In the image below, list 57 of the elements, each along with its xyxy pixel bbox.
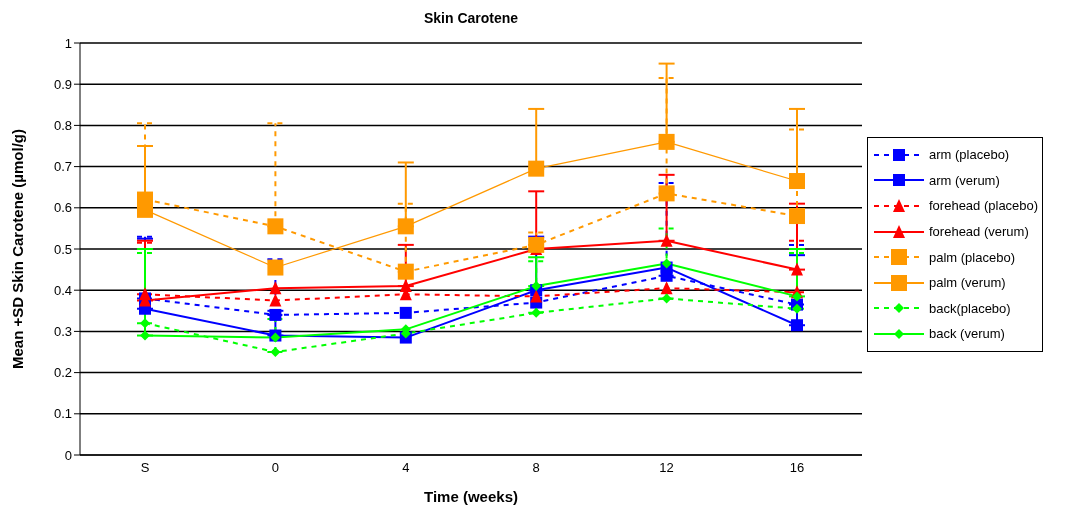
legend-label: palm (placebo) <box>929 249 1015 265</box>
chart-title: Skin Carotene <box>422 10 520 26</box>
point <box>658 133 675 150</box>
point <box>658 185 675 202</box>
point <box>791 262 803 276</box>
x-tick-label: S <box>140 460 150 476</box>
point <box>269 308 282 321</box>
point <box>792 291 802 302</box>
point <box>792 303 802 314</box>
point <box>397 263 414 280</box>
y-tick-label: 0.8 <box>53 118 72 134</box>
x-axis-title: Time (weeks) <box>424 488 518 505</box>
y-tick-label: 0.6 <box>53 200 72 216</box>
point <box>531 307 542 318</box>
legend-label: back(placebo) <box>929 300 1011 316</box>
x-tick-label: 0 <box>271 460 280 476</box>
y-tick-label: 0.9 <box>53 76 72 92</box>
y-tick-label: 0.7 <box>53 159 72 175</box>
x-tick-label: 12 <box>659 460 674 476</box>
point <box>791 319 803 332</box>
point <box>528 236 545 253</box>
legend-label: forehead (verum) <box>929 224 1029 240</box>
y-tick-label: 0 <box>64 447 72 463</box>
point <box>661 293 672 304</box>
legend-label: palm (verum) <box>929 275 1006 291</box>
point <box>661 258 672 269</box>
y-tick-label: 0.4 <box>53 282 72 298</box>
y-tick-label: 0.5 <box>53 241 72 257</box>
x-tick-label: 8 <box>532 460 540 476</box>
point <box>789 173 805 190</box>
point <box>140 318 150 329</box>
y-tick-label: 0.2 <box>53 365 72 381</box>
point <box>528 160 545 177</box>
legend-label: forehead (placebo) <box>929 198 1039 214</box>
point <box>270 347 281 357</box>
point <box>140 330 150 341</box>
x-tick-label: 4 <box>402 460 410 476</box>
point <box>399 279 412 293</box>
point <box>267 259 284 276</box>
point <box>531 281 542 292</box>
point <box>530 289 543 303</box>
legend-label: arm (placebo) <box>929 147 1010 163</box>
point <box>660 233 673 247</box>
point <box>269 293 282 307</box>
x-tick-label: 16 <box>789 460 805 476</box>
y-tick-label: 0.1 <box>53 406 72 422</box>
y-tick-label: 1 <box>64 35 72 51</box>
y-tick-label: 0.3 <box>53 324 72 340</box>
point <box>397 218 414 235</box>
legend-label: back (verum) <box>929 326 1005 342</box>
point <box>660 281 673 295</box>
point <box>789 208 805 225</box>
point <box>269 281 282 295</box>
point <box>267 218 284 235</box>
y-axis-title: Mean +SD Skin Carotene (µmol/g) <box>9 129 27 369</box>
point <box>399 306 412 319</box>
legend-label: arm (verum) <box>929 172 1000 188</box>
